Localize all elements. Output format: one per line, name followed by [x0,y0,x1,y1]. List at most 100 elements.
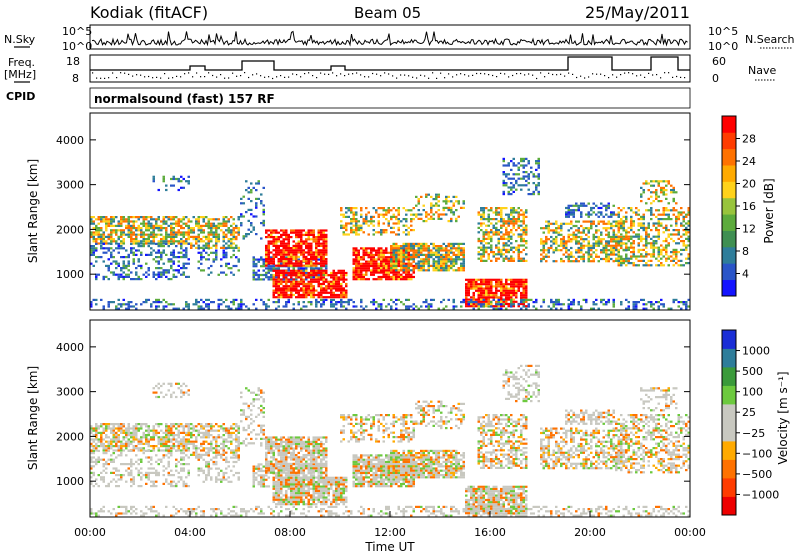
power-cells-cell-377 [95,249,98,252]
power-cells-cell-4258 [92,298,95,301]
power-cells-cell-2926 [512,289,515,292]
power-cells-cell-2469 [350,220,353,223]
power-cells-cell-4170 [685,233,688,236]
power-cells-cell-1174 [270,236,273,239]
power-cells-cell-3987 [647,264,650,267]
nave-dot [612,74,614,76]
power-cells-cell-1745 [332,278,335,281]
power-cells-cell-2356 [445,247,448,250]
power-cells-cell-2303 [432,253,435,256]
power-cells-cell-3103 [497,237,500,240]
power-cells-cell-2088 [405,273,408,276]
power-cells-cell-4118 [675,222,678,225]
power-cells-cell-3360 [535,175,538,178]
power-cells-cell-546 [162,269,165,272]
power-cells-cell-2631 [422,220,425,223]
power-cells-cell-1859 [360,278,363,281]
power-cells-cell-2442 [340,213,343,216]
power-cells-cell-3981 [647,226,650,229]
nave-dot [444,77,446,79]
power-cells-cell-4594 [572,303,575,306]
power-cells-cell-271 [165,222,168,225]
power-cells-cell-1971 [385,247,388,250]
power-cells-cell-2165 [400,249,403,252]
power-cells-cell-4119 [675,224,678,227]
power-cells-cell-1167 [267,255,270,258]
power-cells-cell-1572 [290,289,293,292]
power-cells-cell-2297 [430,256,433,259]
power-cells-cell-17 [95,224,98,227]
power-cells-cell-564 [170,260,173,263]
power-cells-cell-4482 [412,307,415,310]
power-cells-cell-1430 [317,236,320,239]
power-cells-cell-3215 [517,213,520,216]
power-cells-cell-206 [147,216,150,219]
power-cells-cell-1166 [267,253,270,256]
power-cells-cell-224 [150,235,153,238]
power-cells-cell-1754 [335,274,338,277]
power-cells-cell-2716 [465,300,468,303]
power-cells-cell-4020 [655,240,658,243]
power-cells-cell-2712 [465,291,468,295]
power-cells-cell-4055 [662,209,665,212]
power-cells-cell-703 [212,231,215,234]
power-cells-cell-3174 [510,209,513,212]
power-cells-cell-3119 [500,226,503,229]
power-cells-cell-407 [110,251,113,254]
power-cells-cell-2618 [415,213,418,216]
power-cells-cell-539 [160,271,163,274]
nave-dot [484,73,486,75]
power-cells-cell-1832 [355,273,358,276]
power-cells-cell-4005 [652,235,655,238]
power-cells-cell-2633 [425,195,428,198]
power-cells-cell-1813 [352,262,355,265]
power-cells-cell-3608 [597,229,600,232]
power-cells-cell-1993 [387,271,390,274]
power-cells-cell-4224 [657,184,660,187]
power-cells-cell-4655 [662,303,665,306]
power-cells-cell-2834 [490,302,493,306]
power-cells-cell-1605 [297,291,300,294]
power-cells-cell-381 [95,275,98,278]
nave-dot [208,72,210,74]
power-cells-cell-4298 [155,301,158,304]
power-cells-cell-2665 [437,215,440,218]
power-cells-cell-3291 [507,177,510,180]
power-cells-cell-2866 [500,283,503,286]
power-cells-cell-3018 [482,222,485,225]
power-cells-cell-4393 [285,305,288,308]
power-cells-cell-3338 [525,175,528,178]
power-cells-cell-3487 [567,257,570,261]
vel-cells-cell-94 [115,438,118,441]
nave-tick-bottom: 0 [712,72,719,85]
power-cells-cell-1626 [302,289,305,292]
power-cells-cell-4654 [660,303,663,306]
power-cells-cell-4361 [235,307,238,310]
power-cells-cell-933 [260,200,263,203]
power-cells-cell-1163 [267,247,270,250]
power-cells-cell-3659 [607,255,610,258]
nave-dot [248,76,250,79]
power-cells-cell-2443 [340,220,343,223]
power-cells-cell-4492 [427,307,430,310]
power-cells-cell-2556 [385,229,388,232]
power-cells-cell-4046 [660,224,663,227]
power-cells-cell-2671 [442,209,445,212]
nave-dot [236,75,238,77]
power-cells-cell-3613 [597,244,600,247]
power-cells-cell-3299 [510,186,513,189]
power-cells-cell-1499 [275,274,278,277]
power-cells-cell-1255 [285,244,288,247]
nave-dot [600,73,602,75]
power-cells-cell-2768 [477,294,480,297]
power-cells-cell-1596 [295,296,298,299]
power-cells-cell-2746 [472,294,475,297]
power-cells-cell-302 [172,227,175,230]
power-cells-cell-343 [182,240,185,243]
power-cells-cell-3678 [612,233,615,236]
power-cells-cell-3962 [645,209,648,212]
power-cells-cell-2465 [350,207,353,210]
power-cells-cell-4185 [687,231,690,234]
power-cells-cell-3473 [565,244,568,247]
power-cells-cell-3076 [492,231,495,234]
